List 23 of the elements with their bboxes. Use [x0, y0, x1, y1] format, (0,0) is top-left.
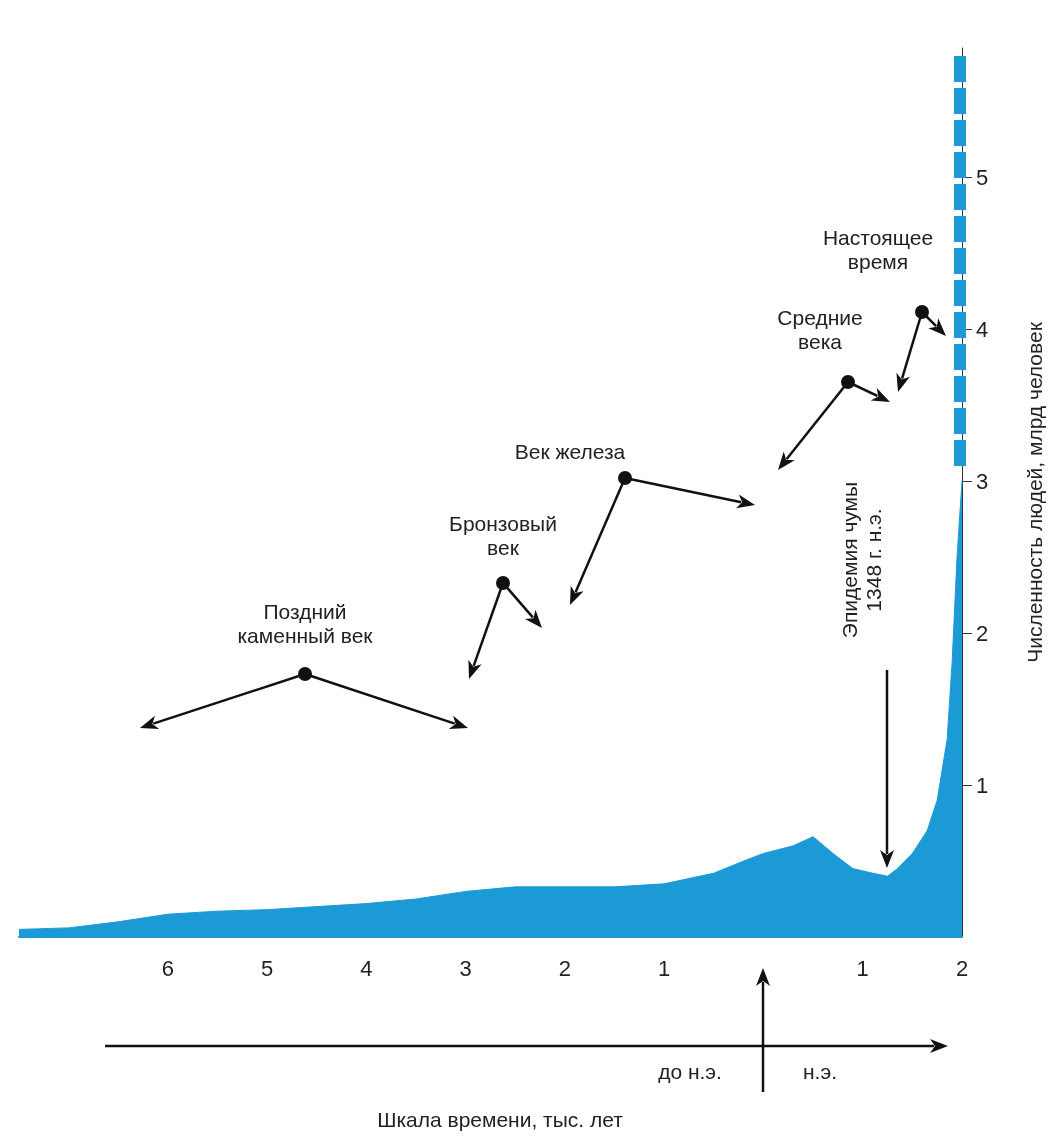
- x-tick-label: 1: [658, 955, 671, 981]
- annotation: Эпидемия чумы 1348 г. н.э.: [838, 480, 886, 641]
- x-tick-label: 6: [161, 955, 175, 981]
- y-axis-title: Численность людей, млрд человек: [1023, 321, 1046, 663]
- x-tick-label: 2: [558, 955, 572, 981]
- annotation: Поздний каменный век: [236, 600, 374, 648]
- y-tick-label: 1: [976, 772, 989, 798]
- annotation: Век железа: [513, 440, 627, 464]
- x-tick-label: 5: [261, 955, 274, 981]
- y-tick-label: 4: [976, 316, 989, 342]
- annotation: Настоящее время: [821, 226, 935, 274]
- x-tick-label: 4: [360, 955, 373, 981]
- y-tick-label: 5: [976, 164, 989, 190]
- x-tick-label: 1: [856, 955, 869, 981]
- text: до н.э.: [657, 1060, 723, 1084]
- text: н.э.: [802, 1060, 838, 1084]
- text: Шкала времени, тыс. лет: [376, 1108, 624, 1132]
- y-tick-label: 2: [976, 620, 989, 646]
- x-tick-label: 3: [459, 955, 472, 981]
- y-tick-label: 3: [976, 468, 989, 494]
- x-tick-label: 2: [955, 955, 969, 981]
- annotation: Средние века: [776, 306, 864, 354]
- annotation: Бронзовый век: [448, 512, 558, 560]
